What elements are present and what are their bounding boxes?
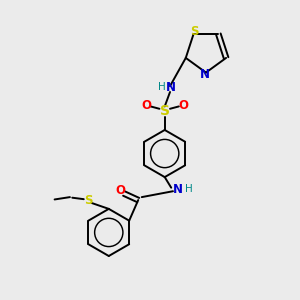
Text: S: S <box>160 104 170 118</box>
Text: N: N <box>166 81 176 94</box>
Text: N: N <box>173 183 183 196</box>
Text: H: H <box>158 82 166 92</box>
Text: S: S <box>190 26 199 38</box>
Text: O: O <box>142 99 152 112</box>
Text: S: S <box>84 194 92 207</box>
Text: O: O <box>116 184 126 197</box>
Text: N: N <box>200 68 209 81</box>
Text: H: H <box>185 184 193 194</box>
Text: O: O <box>178 99 188 112</box>
